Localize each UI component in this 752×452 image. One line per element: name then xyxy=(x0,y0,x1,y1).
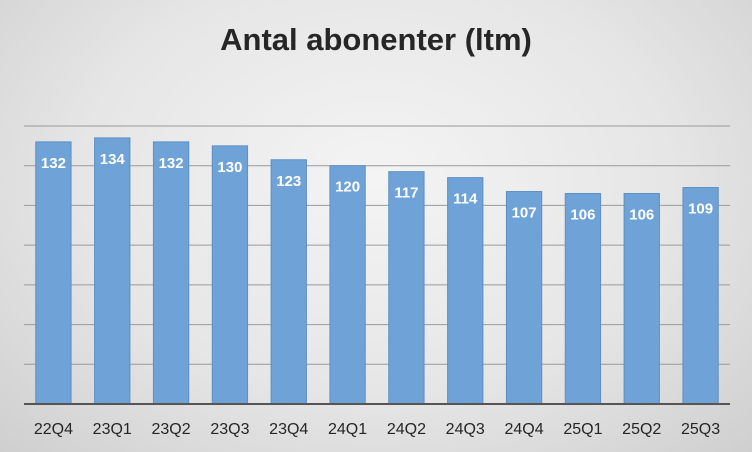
data-label: 132 xyxy=(159,155,184,172)
x-tick-label: 23Q3 xyxy=(210,421,249,438)
bar xyxy=(682,187,719,405)
data-label: 134 xyxy=(100,151,126,168)
bar xyxy=(623,193,660,405)
data-label: 132 xyxy=(41,155,66,172)
data-label: 106 xyxy=(629,207,654,224)
bar xyxy=(35,141,72,405)
bar xyxy=(270,159,307,405)
x-tick-label: 25Q3 xyxy=(681,421,720,438)
data-label: 120 xyxy=(335,179,360,196)
x-tick-label: 23Q4 xyxy=(269,421,308,438)
x-tick-label: 24Q2 xyxy=(387,421,426,438)
x-tick-label: 24Q3 xyxy=(446,421,485,438)
x-tick-label: 23Q1 xyxy=(93,421,132,438)
x-tick-label: 23Q2 xyxy=(152,421,191,438)
data-label: 109 xyxy=(688,201,713,218)
bar xyxy=(505,191,543,405)
data-label: 106 xyxy=(570,207,595,224)
data-label: 130 xyxy=(217,159,242,176)
x-tick-label: 24Q4 xyxy=(505,421,544,438)
data-label: 123 xyxy=(276,173,301,190)
x-tick-label: 25Q1 xyxy=(563,421,602,438)
x-tick-label: 22Q4 xyxy=(34,421,73,438)
data-label: 117 xyxy=(394,185,418,202)
bar xyxy=(564,193,602,405)
bar xyxy=(94,137,131,405)
bar xyxy=(329,165,366,405)
x-tick-label: 25Q2 xyxy=(622,421,661,438)
bar xyxy=(388,171,425,405)
data-label: 107 xyxy=(512,205,537,222)
data-label: 114 xyxy=(453,191,478,208)
chart-title: Antal abonenter (ltm) xyxy=(220,22,532,57)
bar xyxy=(152,141,190,405)
x-tick-label: 24Q1 xyxy=(328,421,367,438)
bar xyxy=(211,145,249,405)
bar xyxy=(447,177,484,405)
